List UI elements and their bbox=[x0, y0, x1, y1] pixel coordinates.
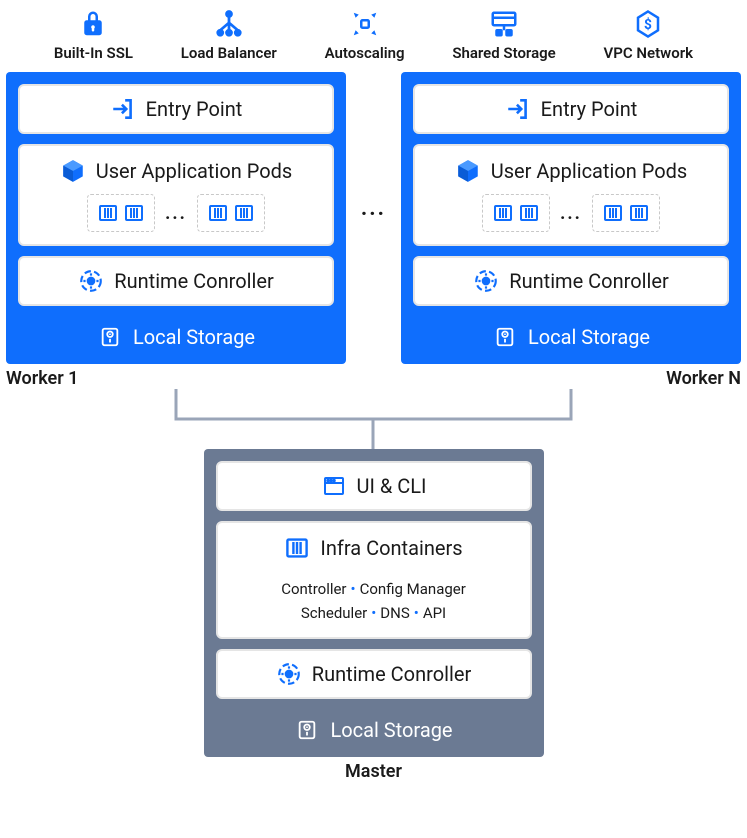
pods-label: User Application Pods bbox=[491, 159, 688, 183]
infra-item: Config Manager bbox=[360, 580, 466, 598]
shared-storage-icon bbox=[488, 8, 520, 40]
entry-point-row: Entry Point bbox=[413, 84, 729, 134]
feature-autoscale: Autoscaling bbox=[325, 8, 405, 62]
runtime-row: Runtime Conroller bbox=[216, 649, 532, 699]
infra-label: Infra Containers bbox=[320, 536, 462, 560]
runtime-label: Runtime Conroller bbox=[509, 269, 668, 293]
svg-text:$: $ bbox=[644, 16, 652, 33]
storage-label: Local Storage bbox=[330, 718, 452, 742]
disk-icon bbox=[97, 324, 123, 350]
container-icon bbox=[98, 203, 118, 223]
infra-items: Controller•Config Manager Scheduler•DNS•… bbox=[281, 577, 466, 625]
entry-point-row: Entry Point bbox=[18, 84, 334, 134]
pod-group bbox=[197, 194, 265, 232]
storage-label: Local Storage bbox=[528, 325, 650, 349]
storage-row: Local Storage bbox=[18, 316, 334, 352]
worker-box-n: Entry Point User Application Pods ... bbox=[401, 72, 741, 364]
container-icon bbox=[124, 203, 144, 223]
container-icon bbox=[629, 203, 649, 223]
container-icon bbox=[208, 203, 228, 223]
network-icon: $ bbox=[632, 8, 664, 40]
infra-item: Scheduler bbox=[301, 604, 367, 622]
storage-row: Local Storage bbox=[216, 709, 532, 745]
pods-row: User Application Pods ... bbox=[18, 144, 334, 246]
pods-ellipsis: ... bbox=[165, 203, 187, 224]
runtime-label: Runtime Conroller bbox=[114, 269, 273, 293]
storage-row: Local Storage bbox=[413, 316, 729, 352]
container-icon bbox=[519, 203, 539, 223]
disk-icon bbox=[294, 717, 320, 743]
pods-ellipsis: ... bbox=[560, 203, 582, 224]
features-row: Built-In SSL Load Balancer Autoscaling S… bbox=[0, 0, 747, 72]
uicli-row: UI & CLI bbox=[216, 461, 532, 511]
feature-label: Autoscaling bbox=[325, 44, 405, 62]
container-icon bbox=[284, 535, 310, 561]
load-balancer-icon bbox=[213, 8, 245, 40]
feature-label: Load Balancer bbox=[181, 44, 277, 62]
workers-row: Entry Point User Application Pods ... bbox=[0, 72, 747, 364]
pods-inner: ... bbox=[427, 194, 715, 232]
container-icon bbox=[493, 203, 513, 223]
gear-cycle-icon bbox=[78, 268, 104, 294]
feature-lb: Load Balancer bbox=[181, 8, 277, 62]
cube-icon bbox=[455, 158, 481, 184]
feature-label: VPC Network bbox=[604, 44, 694, 62]
gear-cycle-icon bbox=[473, 268, 499, 294]
gear-cycle-icon bbox=[276, 661, 302, 687]
pod-group bbox=[87, 194, 155, 232]
window-icon bbox=[321, 473, 347, 499]
feature-label: Built-In SSL bbox=[54, 44, 133, 62]
connector-lines bbox=[0, 349, 747, 449]
connector-area bbox=[0, 389, 747, 449]
master-wrap: UI & CLI Infra Containers Controller•Con… bbox=[0, 449, 747, 757]
pod-group bbox=[592, 194, 660, 232]
workers-ellipsis: ... bbox=[361, 196, 386, 221]
feature-ssl: Built-In SSL bbox=[54, 8, 133, 62]
feature-label: Shared Storage bbox=[452, 44, 555, 62]
worker-box-1: Entry Point User Application Pods ... bbox=[6, 72, 346, 364]
container-icon bbox=[234, 203, 254, 223]
container-icon bbox=[603, 203, 623, 223]
runtime-row: Runtime Conroller bbox=[18, 256, 334, 306]
pod-group bbox=[482, 194, 550, 232]
infra-item: DNS bbox=[380, 604, 409, 622]
master-box: UI & CLI Infra Containers Controller•Con… bbox=[204, 449, 544, 757]
pods-label: User Application Pods bbox=[96, 159, 293, 183]
autoscale-icon bbox=[349, 8, 381, 40]
cube-icon bbox=[60, 158, 86, 184]
entry-label: Entry Point bbox=[541, 97, 638, 121]
runtime-label: Runtime Conroller bbox=[312, 662, 471, 686]
pods-inner: ... bbox=[32, 194, 320, 232]
feature-storage: Shared Storage bbox=[452, 8, 555, 62]
lock-icon bbox=[77, 8, 109, 40]
pods-row: User Application Pods ... bbox=[413, 144, 729, 246]
storage-label: Local Storage bbox=[133, 325, 255, 349]
disk-icon bbox=[492, 324, 518, 350]
entry-icon bbox=[505, 96, 531, 122]
entry-icon bbox=[110, 96, 136, 122]
infra-item: Controller bbox=[281, 580, 346, 598]
feature-vpc: $ VPC Network bbox=[604, 8, 694, 62]
master-label: Master bbox=[0, 761, 747, 782]
uicli-label: UI & CLI bbox=[357, 474, 427, 498]
entry-label: Entry Point bbox=[146, 97, 243, 121]
infra-item: API bbox=[423, 604, 446, 622]
infra-row: Infra Containers Controller•Config Manag… bbox=[216, 521, 532, 639]
runtime-row: Runtime Conroller bbox=[413, 256, 729, 306]
